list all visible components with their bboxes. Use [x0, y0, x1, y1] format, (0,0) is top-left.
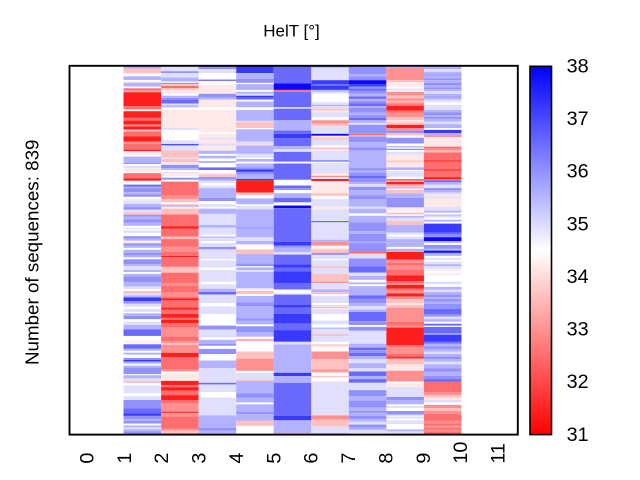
svg-text:6: 6 — [301, 453, 323, 464]
svg-text:1: 1 — [114, 453, 136, 464]
svg-text:35: 35 — [567, 213, 589, 235]
svg-text:10: 10 — [450, 442, 472, 464]
svg-text:7: 7 — [338, 453, 360, 464]
svg-text:0: 0 — [77, 453, 99, 464]
svg-text:8: 8 — [376, 453, 398, 464]
svg-text:34: 34 — [567, 266, 589, 288]
svg-text:32: 32 — [567, 371, 589, 393]
svg-text:5: 5 — [263, 453, 285, 464]
svg-text:31: 31 — [567, 424, 589, 446]
svg-text:38: 38 — [567, 56, 589, 78]
svg-text:11: 11 — [488, 443, 510, 464]
svg-text:HelT [°]: HelT [°] — [263, 22, 320, 41]
svg-text:2: 2 — [151, 453, 173, 464]
svg-text:Number of sequences: 839: Number of sequences: 839 — [21, 140, 42, 366]
svg-text:9: 9 — [413, 453, 435, 464]
svg-text:3: 3 — [189, 453, 211, 464]
svg-text:33: 33 — [567, 319, 589, 341]
svg-text:37: 37 — [567, 108, 589, 130]
svg-text:36: 36 — [567, 161, 589, 183]
svg-text:4: 4 — [226, 453, 248, 464]
